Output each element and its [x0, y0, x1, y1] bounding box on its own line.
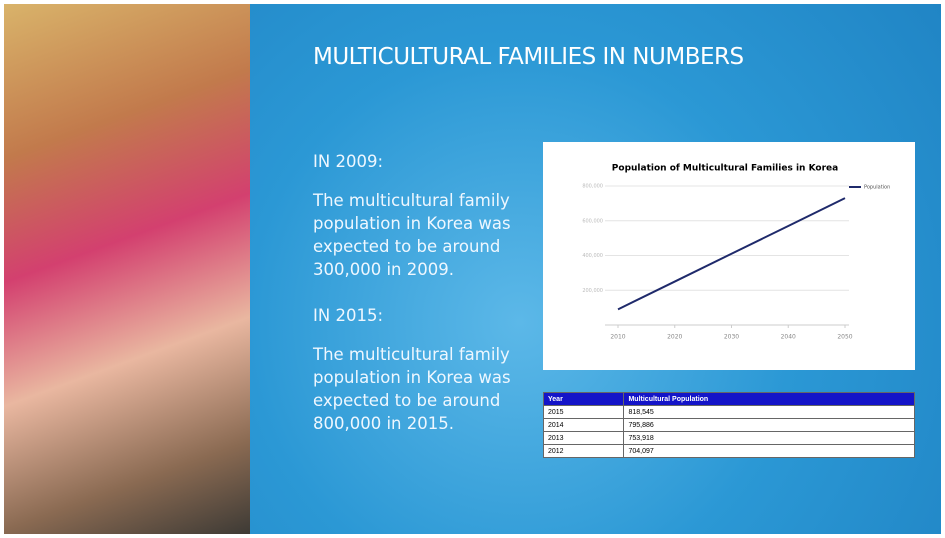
legend-label: Population	[864, 185, 890, 191]
y-tick-label: 400,000	[582, 253, 603, 259]
slide: MULTICULTURAL FAMILIES IN NUMBERS IN 200…	[0, 0, 945, 538]
chart-title: Population of Multicultural Families in …	[612, 164, 838, 174]
section-text: The multicultural family population in K…	[313, 189, 533, 281]
chart-box: Population of Multicultural Families in …	[543, 142, 915, 370]
table-cell: 2012	[544, 445, 624, 458]
table-cell: 2014	[544, 419, 624, 432]
x-tick-label: 2020	[667, 334, 682, 341]
table-cell: 795,886	[624, 419, 915, 432]
table-header-cell: Year	[544, 393, 624, 406]
line	[618, 198, 845, 309]
photo	[4, 4, 250, 534]
table-cell: 753,918	[624, 432, 915, 445]
section-heading: IN 2015:	[313, 304, 533, 327]
section: IN 2009: The multicultural family popula…	[313, 150, 533, 281]
x-tick-label: 2050	[837, 334, 852, 341]
y-tick-label: 600,000	[582, 218, 603, 224]
slide-title: MULTICULTURAL FAMILIES IN NUMBERS	[313, 44, 744, 70]
x-tick-label: 2010	[610, 334, 625, 341]
y-tick-label: 200,000	[582, 288, 603, 294]
table-cell: 818,545	[624, 406, 915, 419]
table-cell: 704,097	[624, 445, 915, 458]
chart: Population of Multicultural Families in …	[543, 142, 915, 370]
section-heading: IN 2009:	[313, 150, 533, 173]
section: IN 2015: The multicultural family popula…	[313, 304, 533, 435]
x-tick-label: 2030	[724, 334, 739, 341]
table-cell: 2015	[544, 406, 624, 419]
section-text: The multicultural family population in K…	[313, 343, 533, 435]
table-cell: 2013	[544, 432, 624, 445]
y-tick-label: 800,000	[582, 184, 603, 190]
table-header-cell: Multicultural Population	[624, 393, 915, 406]
x-tick-label: 2040	[781, 334, 796, 341]
